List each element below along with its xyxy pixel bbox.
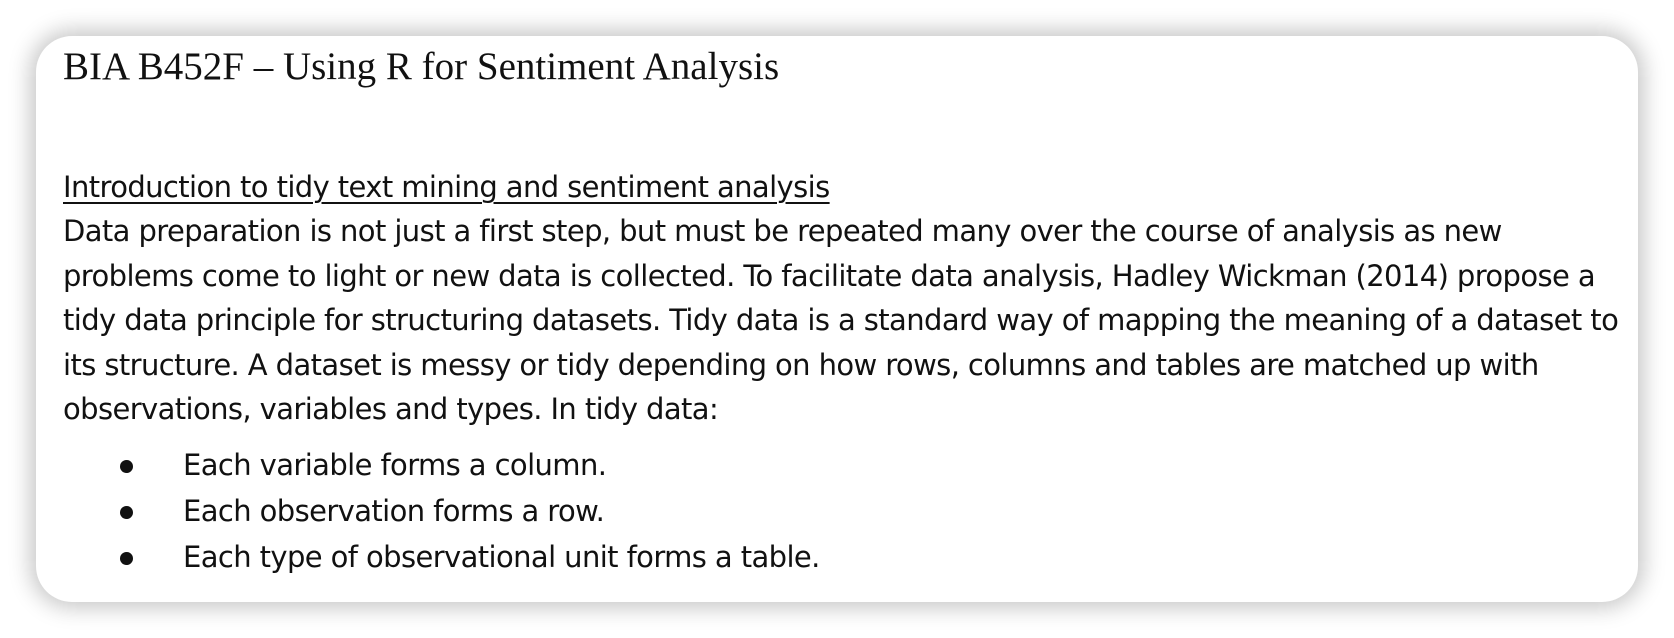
section-heading: Introduction to tidy text mining and sen… (63, 170, 830, 204)
tidy-data-rules-list: Each variable forms a column. Each obser… (63, 442, 1623, 580)
bullet-icon (120, 459, 133, 473)
list-item-text: Each observation forms a row. (183, 493, 605, 528)
list-item: Each observation forms a row. (63, 488, 1623, 534)
section-paragraph: Data preparation is not just a first ste… (63, 214, 1619, 426)
intro-section: Introduction to tidy text mining and sen… (63, 165, 1623, 580)
list-item-text: Each type of observational unit forms a … (183, 539, 820, 574)
document-title: BIA B452F – Using R for Sentiment Analys… (63, 45, 780, 88)
bullet-icon (120, 551, 133, 565)
list-item: Each variable forms a column. (63, 442, 1623, 488)
list-item-text: Each variable forms a column. (183, 447, 607, 482)
list-item: Each type of observational unit forms a … (63, 534, 1623, 580)
bullet-icon (120, 505, 133, 519)
document-page: BIA B452F – Using R for Sentiment Analys… (36, 36, 1638, 602)
